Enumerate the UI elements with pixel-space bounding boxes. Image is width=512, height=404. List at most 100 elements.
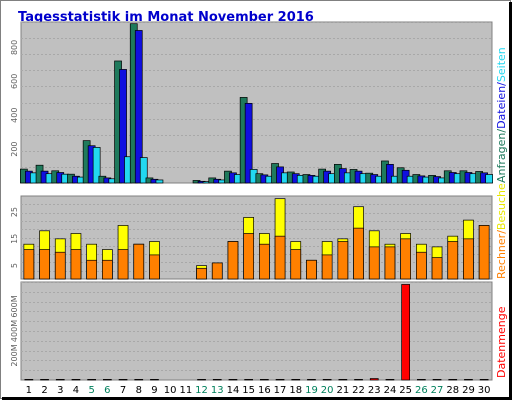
day-label: 9 <box>151 385 157 396</box>
bar-datenmenge-day-7 <box>118 379 128 381</box>
side-label-top: Anfragen/Dateien/Seiten <box>495 47 508 183</box>
bar-rechner-day-29 <box>463 238 474 280</box>
bar-rechner-day-8 <box>133 243 145 280</box>
frame-shadow-bottom <box>2 397 512 400</box>
side-label-middle: Rechner/Besuche <box>495 183 508 279</box>
day-label: 13 <box>211 385 224 396</box>
bar-dateien-day-7 <box>119 69 127 184</box>
day-label: 24 <box>384 385 397 396</box>
day-label: 30 <box>478 385 491 396</box>
y-tick-label: 800 <box>10 40 19 55</box>
day-label: 10 <box>164 385 177 396</box>
bar-rechner-day-18 <box>290 249 302 280</box>
bar-datenmenge-day-26 <box>417 379 426 381</box>
bar-dateien-day-15 <box>244 102 253 184</box>
day-label: 19 <box>305 385 318 396</box>
bar-datenmenge-day-23 <box>369 378 379 381</box>
bar-datenmenge-day-5 <box>87 379 97 381</box>
bar-rechner-day-14 <box>227 241 239 280</box>
panel-background <box>20 195 493 280</box>
bar-rechner-day-20 <box>321 254 333 280</box>
y-tick-label: 400M <box>10 320 19 342</box>
day-label: 15 <box>242 385 255 396</box>
bar-datenmenge-day-13 <box>212 379 222 381</box>
y-tick-label: 600 <box>10 74 19 89</box>
bar-datenmenge-day-14 <box>228 379 238 381</box>
day-label: 1 <box>26 385 32 396</box>
panels-group: 200 400 600 800 5 15 25 200M 400M 600M <box>10 21 493 381</box>
side-label-part: / <box>495 230 508 234</box>
day-label: 11 <box>179 385 192 396</box>
bar-rechner-day-21 <box>337 241 349 280</box>
bar-seiten-day-30 <box>485 174 493 184</box>
bar-rechner-day-13 <box>211 262 223 280</box>
bar-rechner-day-4 <box>70 249 82 280</box>
chart-title: Tagesstatistik im Monat November 2016 <box>18 10 314 25</box>
day-label: 17 <box>274 385 287 396</box>
day-label: 18 <box>289 385 302 396</box>
bar-datenmenge-day-21 <box>338 379 348 381</box>
bar-rechner-day-15 <box>243 233 254 280</box>
bar-datenmenge-day-9 <box>150 379 159 381</box>
day-label: 12 <box>195 385 208 396</box>
bar-datenmenge-day-15 <box>244 379 253 381</box>
side-label-part: Datenmenge <box>495 306 508 378</box>
y-tick-label: 600M <box>10 295 19 317</box>
bar-rechner-day-3 <box>54 251 66 280</box>
bar-rechner-day-6 <box>101 259 113 280</box>
side-label-part: Besuche <box>495 183 508 230</box>
day-label: 27 <box>431 385 444 396</box>
bar-rechner-day-30 <box>478 225 490 280</box>
bar-dateien-day-24 <box>386 164 394 184</box>
bar-rechner-day-28 <box>447 241 459 280</box>
day-label: 23 <box>368 385 381 396</box>
bar-rechner-day-9 <box>149 254 160 280</box>
side-label-bottom: Datenmenge <box>495 306 508 378</box>
bar-datenmenge-day-24 <box>385 379 395 381</box>
bar-seiten-day-5 <box>92 147 101 184</box>
bar-datenmenge-day-4 <box>71 379 81 381</box>
y-tick-label: 5 <box>10 263 19 268</box>
day-label: 6 <box>104 385 110 396</box>
bar-datenmenge-day-29 <box>464 379 473 381</box>
bar-datenmenge-day-20 <box>322 379 332 381</box>
bar-datenmenge-day-3 <box>55 379 65 381</box>
bar-rechner-day-5 <box>86 259 98 280</box>
bar-rechner-day-17 <box>274 235 286 280</box>
day-label: 25 <box>399 385 412 396</box>
day-label: 21 <box>336 385 349 396</box>
bar-rechner-day-1 <box>23 249 35 280</box>
day-label: 5 <box>88 385 94 396</box>
bar-seiten-day-8 <box>139 157 148 184</box>
bar-rechner-day-12 <box>196 267 207 280</box>
day-label: 20 <box>321 385 334 396</box>
y-tick-label: 200M <box>10 344 19 366</box>
bar-datenmenge-day-27 <box>432 379 442 381</box>
frame-shadow-right <box>509 2 512 400</box>
side-label-part: / <box>495 82 508 86</box>
bar-datenmenge-day-25 <box>401 284 410 381</box>
side-label-part: Dateien <box>495 86 508 129</box>
day-label: 4 <box>73 385 79 396</box>
bar-rechner-day-16 <box>259 243 270 280</box>
y-tick-label: 15 <box>10 234 19 244</box>
bar-datenmenge-day-1 <box>24 379 34 381</box>
bar-seiten-day-9 <box>155 179 164 184</box>
y-tick-label: 400 <box>10 108 19 123</box>
bar-datenmenge-day-19 <box>307 379 316 381</box>
bar-rechner-day-27 <box>431 257 443 280</box>
y-tick-label: 25 <box>10 207 19 217</box>
bar-datenmenge-day-18 <box>291 379 301 381</box>
day-label: 14 <box>227 385 240 396</box>
bar-datenmenge-day-6 <box>102 379 112 381</box>
bar-datenmenge-day-8 <box>134 379 144 381</box>
bar-rechner-day-2 <box>39 249 50 280</box>
day-label: 3 <box>57 385 63 396</box>
day-label: 2 <box>41 385 47 396</box>
bar-datenmenge-day-16 <box>260 379 269 381</box>
bar-rechner-day-23 <box>368 246 380 280</box>
bar-datenmenge-day-17 <box>275 379 285 381</box>
side-label-part: / <box>495 129 508 133</box>
bar-rechner-day-22 <box>353 227 364 280</box>
